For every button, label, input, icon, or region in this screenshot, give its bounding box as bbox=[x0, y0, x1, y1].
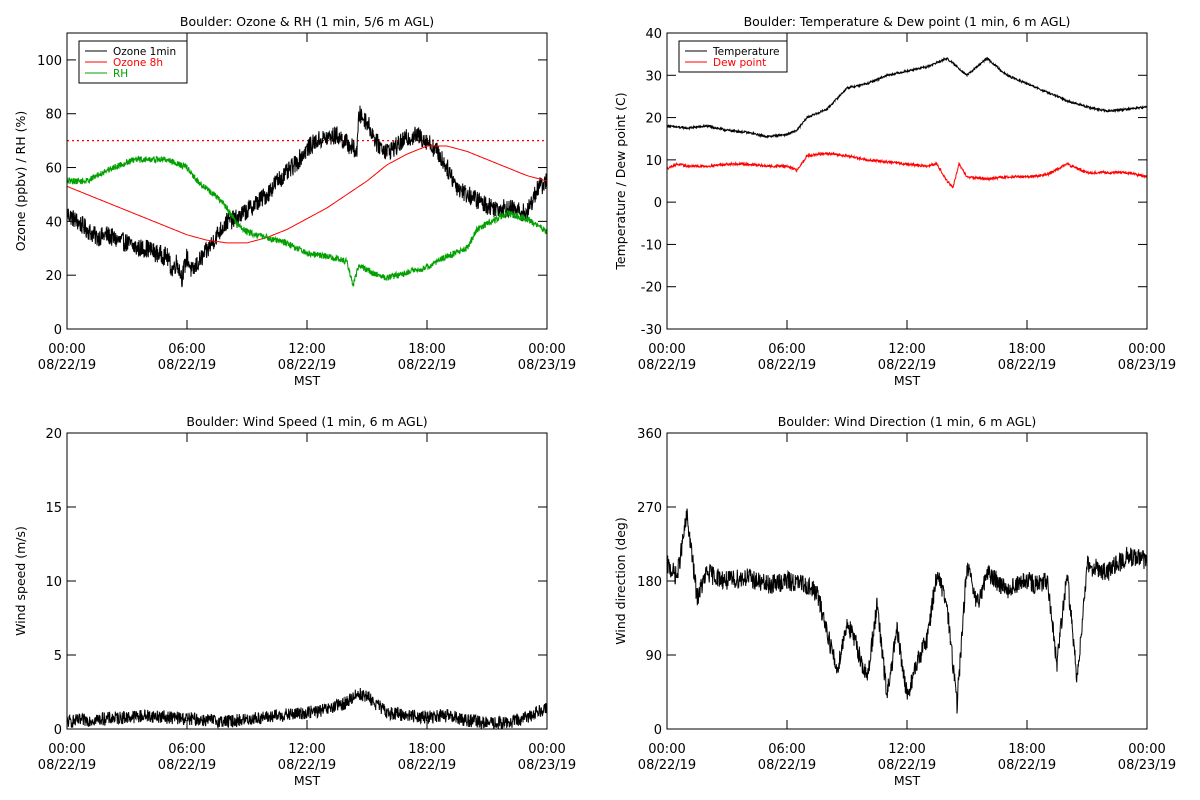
series-line bbox=[667, 508, 1147, 714]
plot-frame bbox=[66, 32, 548, 330]
x-tick-label-time: 18:00 bbox=[1008, 342, 1045, 357]
x-tick-label-time: 12:00 bbox=[888, 742, 925, 757]
x-tick-label-time: 18:00 bbox=[1008, 742, 1045, 757]
legend-label: Ozone 1min bbox=[113, 46, 176, 58]
x-tick-label-date: 08/22/19 bbox=[758, 758, 816, 773]
x-tick-label-date: 08/22/19 bbox=[998, 758, 1056, 773]
series-line bbox=[67, 105, 547, 288]
series-line bbox=[667, 151, 1147, 189]
chart-panel: Boulder: Wind Speed (1 min, 6 m AGL) Wind… bbox=[13, 414, 576, 788]
x-tick-label-date: 08/22/19 bbox=[638, 758, 696, 773]
x-axis-label: MST bbox=[294, 373, 321, 388]
x-tick-label-date: 08/22/19 bbox=[398, 358, 456, 373]
x-tick-label-date: 08/22/19 bbox=[158, 358, 216, 373]
y-tick-label: -10 bbox=[641, 238, 662, 253]
series-line bbox=[667, 56, 1147, 139]
x-tick-label-time: 06:00 bbox=[768, 342, 805, 357]
x-tick-label-date: 08/22/19 bbox=[878, 358, 936, 373]
y-tick-label: 5 bbox=[54, 649, 62, 664]
y-tick-label: -20 bbox=[641, 281, 662, 296]
x-tick-label-time: 00:00 bbox=[528, 742, 565, 757]
y-tick-label: -30 bbox=[641, 323, 662, 338]
y-tick-label: 0 bbox=[54, 723, 62, 738]
series-line bbox=[67, 155, 547, 287]
x-tick-label-time: 00:00 bbox=[648, 742, 685, 757]
y-tick-label: 360 bbox=[637, 427, 662, 442]
x-tick-label-date: 08/22/19 bbox=[278, 358, 336, 373]
x-tick-label-date: 08/22/19 bbox=[878, 758, 936, 773]
series-line bbox=[67, 687, 547, 729]
chart-panel: Boulder: Wind Direction (1 min, 6 m AGL)… bbox=[613, 414, 1176, 788]
x-tick-label-time: 18:00 bbox=[408, 742, 445, 757]
x-tick-label-date: 08/23/19 bbox=[518, 358, 576, 373]
y-axis-label: Wind speed (m/s) bbox=[13, 526, 28, 636]
x-tick-label-date: 08/22/19 bbox=[758, 358, 816, 373]
x-axis-label: MST bbox=[294, 773, 321, 788]
y-tick-label: 180 bbox=[637, 575, 662, 590]
plot-frame bbox=[66, 432, 548, 730]
x-tick-label-time: 12:00 bbox=[288, 742, 325, 757]
legend-label: Temperature bbox=[712, 46, 780, 58]
x-tick-label-time: 18:00 bbox=[408, 342, 445, 357]
x-tick-label-date: 08/22/19 bbox=[998, 358, 1056, 373]
y-axis-label: Wind direction (deg) bbox=[613, 517, 628, 644]
legend-label: RH bbox=[113, 68, 128, 80]
y-tick-label: 40 bbox=[45, 215, 62, 230]
chart-title: Boulder: Temperature & Dew point (1 min,… bbox=[744, 14, 1071, 29]
x-tick-label-date: 08/23/19 bbox=[1118, 358, 1176, 373]
legend-label: Ozone 8h bbox=[113, 57, 163, 69]
legend-box bbox=[678, 40, 788, 73]
plot-frame bbox=[666, 32, 1148, 330]
y-tick-label: 20 bbox=[45, 427, 62, 442]
x-tick-label-time: 06:00 bbox=[768, 742, 805, 757]
x-tick-label-date: 08/22/19 bbox=[38, 758, 96, 773]
x-tick-label-date: 08/22/19 bbox=[38, 358, 96, 373]
x-tick-label-date: 08/22/19 bbox=[398, 758, 456, 773]
chart-title: Boulder: Wind Direction (1 min, 6 m AGL) bbox=[778, 414, 1036, 429]
x-axis-label: MST bbox=[894, 773, 921, 788]
x-tick-label-time: 00:00 bbox=[648, 342, 685, 357]
y-tick-label: 80 bbox=[45, 108, 62, 123]
y-tick-label: 60 bbox=[45, 162, 62, 177]
y-tick-label: 20 bbox=[645, 112, 662, 127]
x-tick-label-time: 06:00 bbox=[168, 342, 205, 357]
x-tick-label-time: 00:00 bbox=[528, 342, 565, 357]
x-tick-label-time: 00:00 bbox=[1128, 342, 1165, 357]
x-tick-label-date: 08/22/19 bbox=[638, 358, 696, 373]
x-tick-label-time: 00:00 bbox=[48, 742, 85, 757]
x-tick-label-time: 00:00 bbox=[48, 342, 85, 357]
x-tick-label-time: 12:00 bbox=[288, 342, 325, 357]
y-tick-label: 30 bbox=[645, 69, 662, 84]
x-tick-label-date: 08/23/19 bbox=[1118, 758, 1176, 773]
chart-title: Boulder: Wind Speed (1 min, 6 m AGL) bbox=[186, 414, 427, 429]
y-tick-label: 0 bbox=[54, 323, 62, 338]
chart-panel: Boulder: Temperature & Dew point (1 min,… bbox=[613, 14, 1176, 388]
y-axis-label: Ozone (ppbv) / RH (%) bbox=[13, 111, 28, 251]
x-tick-label-time: 12:00 bbox=[888, 342, 925, 357]
plot-frame bbox=[666, 432, 1148, 730]
x-tick-label-time: 06:00 bbox=[168, 742, 205, 757]
y-tick-label: 10 bbox=[645, 154, 662, 169]
x-tick-label-date: 08/22/19 bbox=[278, 758, 336, 773]
y-tick-label: 0 bbox=[654, 196, 662, 211]
y-tick-label: 15 bbox=[45, 501, 62, 516]
y-tick-label: 10 bbox=[45, 575, 62, 590]
legend-label: Dew point bbox=[713, 57, 766, 69]
y-axis-label: Temperature / Dew point (C) bbox=[613, 92, 628, 270]
y-tick-label: 20 bbox=[45, 269, 62, 284]
x-tick-label-date: 08/23/19 bbox=[518, 758, 576, 773]
x-axis-label: MST bbox=[894, 373, 921, 388]
x-tick-label-date: 08/22/19 bbox=[158, 758, 216, 773]
y-tick-label: 0 bbox=[654, 723, 662, 738]
y-tick-label: 90 bbox=[645, 649, 662, 664]
y-tick-label: 270 bbox=[637, 501, 662, 516]
y-tick-label: 40 bbox=[645, 27, 662, 42]
chart-panel: Boulder: Ozone & RH (1 min, 5/6 m AGL) Oz… bbox=[13, 14, 576, 388]
series-line bbox=[67, 145, 547, 244]
y-tick-label: 100 bbox=[37, 54, 62, 69]
x-tick-label-time: 00:00 bbox=[1128, 742, 1165, 757]
chart-title: Boulder: Ozone & RH (1 min, 5/6 m AGL) bbox=[180, 14, 434, 29]
